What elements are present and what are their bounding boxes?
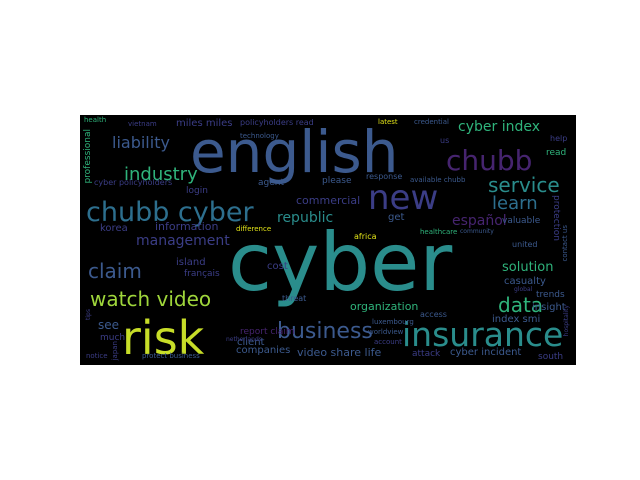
word-see: see [98, 318, 120, 332]
word-republic: republic [277, 210, 334, 226]
word-insurance: insurance [402, 315, 564, 354]
word-cyber: cyber [228, 216, 453, 309]
word-client: client [237, 337, 265, 348]
word-much: much [100, 333, 126, 343]
word-help: help [550, 134, 568, 143]
word-login: login [186, 186, 208, 196]
word-espanol: español [452, 213, 507, 229]
word-worldview: worldview [368, 328, 404, 336]
word-latest: latest [378, 118, 398, 126]
word-available-chubb: available chubb [410, 176, 466, 184]
word-cyber-index: cyber index [458, 119, 540, 135]
word-luxembourg: luxembourg [372, 318, 414, 326]
word-industry: industry [124, 164, 198, 185]
word-chubb-cyber: chubb cyber [86, 197, 254, 228]
word-account: account [374, 338, 402, 346]
word-health: health [84, 116, 107, 124]
word-vietnam: vietnam [128, 120, 157, 128]
word-casualty: casualty [504, 276, 546, 287]
word-new: new [368, 178, 439, 218]
word-insight: insight [532, 302, 566, 313]
word-video-share-life: video share life [297, 346, 382, 359]
word-netherlands: netherlands [226, 336, 262, 343]
word-service: service [488, 173, 560, 197]
word-miles-miles: miles miles [176, 118, 233, 129]
word-island: island [176, 257, 206, 268]
word-japan: japan [111, 341, 119, 361]
word-us: us [440, 136, 450, 145]
word-africa: africa [354, 232, 377, 241]
word-healthcare: healthcare [420, 228, 458, 236]
word-risk: risk [122, 311, 205, 365]
word-learn: learn [492, 193, 538, 214]
word-commercial: commercial [296, 194, 361, 207]
word-tips: tips [85, 309, 92, 320]
word-access: access [420, 310, 447, 319]
word-hospitality: hospitality [563, 305, 570, 337]
word-francais: français [184, 269, 220, 279]
word-management: management [136, 233, 230, 249]
word-solution: solution [502, 260, 554, 275]
word-data: data [498, 293, 544, 317]
word-watch-video: watch video [90, 287, 212, 311]
word-credential: credential [414, 118, 449, 126]
word-cost: cost [267, 261, 288, 272]
word-agent: agent [258, 178, 284, 188]
word-notice: notice [86, 352, 108, 360]
word-liability: liability [112, 133, 170, 152]
word-technology: technology [240, 132, 279, 140]
word-cloud: cyber english risk insurance new chubb c… [80, 115, 576, 365]
word-index-smi: index smi [492, 314, 541, 325]
word-valuable: valuable [502, 216, 541, 226]
word-get: get [388, 212, 405, 223]
word-professional: professional [83, 129, 93, 184]
word-report-claim: report claim [240, 327, 295, 337]
word-global: global [514, 286, 533, 293]
word-korea: korea [100, 223, 128, 234]
word-difference: difference [236, 225, 272, 233]
word-threat: threat [282, 294, 307, 303]
word-attack: attack [412, 349, 441, 359]
word-protection: protection [551, 195, 561, 241]
word-contact-us: contact us [561, 225, 569, 262]
word-community: community [460, 228, 494, 235]
word-companies: companies [236, 345, 291, 356]
word-south: south [538, 352, 564, 362]
word-protect-business: protect business [142, 352, 200, 360]
word-cyber-incident: cyber incident [450, 347, 522, 358]
word-response: response [366, 172, 403, 181]
word-english: english [190, 118, 399, 186]
word-chubb: chubb [446, 144, 533, 177]
word-organization: organization [350, 300, 419, 313]
word-policyholders-read: policyholders read [240, 118, 314, 127]
word-please: please [322, 176, 352, 186]
word-trends: trends [536, 290, 565, 300]
word-read: read [546, 148, 567, 158]
word-business: business [277, 319, 373, 344]
word-cyber-policyholders: cyber policyholders [94, 178, 173, 187]
word-information: information [155, 220, 219, 233]
word-united: united [512, 240, 538, 249]
word-claim: claim [88, 259, 142, 283]
